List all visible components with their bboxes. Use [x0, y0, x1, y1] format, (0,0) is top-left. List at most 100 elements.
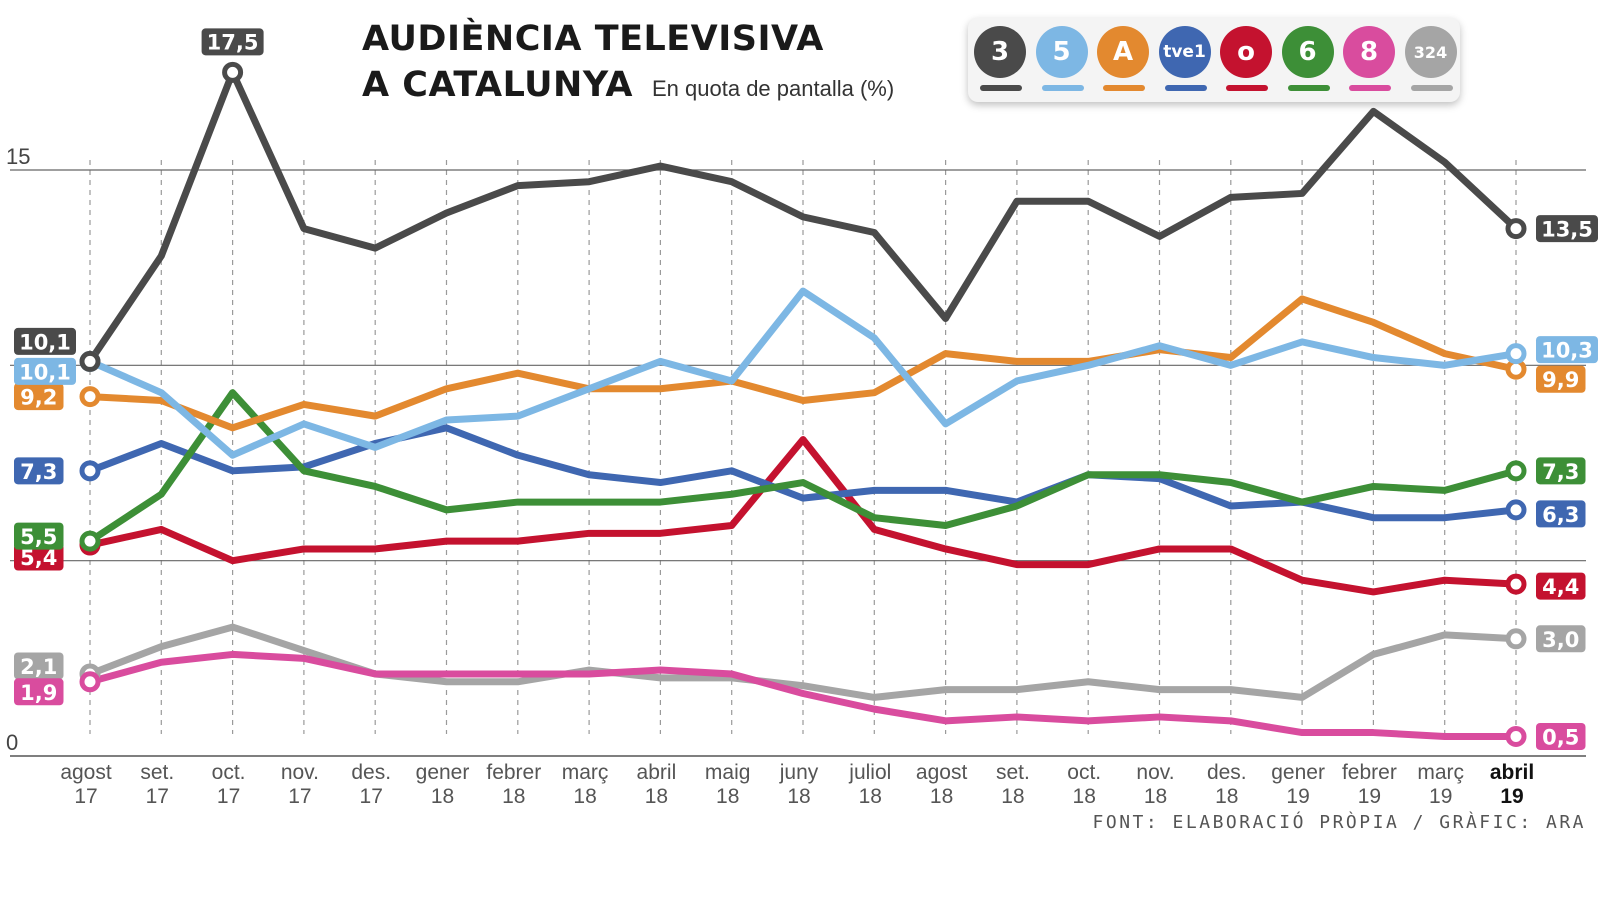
y-tick-label: 0: [6, 730, 18, 755]
x-tick-year: 18: [431, 785, 454, 808]
value-label-bg: [1536, 722, 1586, 750]
8tv-logo-icon: 8: [1343, 26, 1395, 78]
end-value-label: 13,5: [1536, 215, 1598, 243]
end-value-label: 7,3: [1536, 457, 1586, 485]
legend-color-bar: [1410, 85, 1453, 91]
x-tick-month: des.: [351, 761, 391, 784]
x-tick-month: gener: [1271, 761, 1325, 784]
endpoint-markers: [79, 218, 1527, 747]
chart-subtitle: En quota de pantalla (%): [652, 76, 895, 101]
x-tick-year: 18: [1144, 785, 1167, 808]
value-label-text: 9,9: [1542, 368, 1579, 392]
x-tick-year: 18: [930, 785, 953, 808]
value-label-bg: [14, 678, 64, 706]
legend-color-bar: [980, 85, 1022, 91]
end-value-label: 10,3: [1536, 336, 1598, 364]
x-tick-month: juliol: [848, 761, 891, 784]
endpoint-marker: [1505, 628, 1527, 650]
peak-marker: [222, 61, 244, 83]
x-tick-label: set.18: [996, 761, 1030, 808]
value-label-text: 7,3: [20, 460, 57, 484]
start-value-label: 2,1: [14, 652, 64, 680]
series-line-antena3: [86, 295, 1520, 432]
legend-item-tv3: 3: [974, 26, 1028, 96]
x-tick-month: nov.: [1136, 761, 1174, 784]
endpoint-marker: [1505, 725, 1527, 747]
tv3-logo-icon: 3: [974, 26, 1026, 78]
legend-item-324: 324: [1404, 26, 1459, 96]
endpoint-marker: [1505, 499, 1527, 521]
endpoint-marker: [1505, 460, 1527, 482]
telecinco-logo-icon: 5: [1035, 26, 1088, 78]
x-tick-month: març: [562, 761, 609, 784]
x-tick-month: oct.: [1067, 761, 1101, 784]
endpoint-marker: [79, 386, 101, 408]
series-lines: [86, 68, 1520, 740]
value-label-text: 5,4: [20, 546, 57, 570]
x-tick-label: des.18: [1207, 761, 1247, 808]
legend-item-lasexta: 6: [1281, 26, 1336, 96]
endpoint-marker: [79, 460, 101, 482]
x-tick-month: març: [1417, 761, 1464, 784]
series-line-8tv: [86, 650, 1520, 740]
value-label-bg: [14, 457, 64, 485]
legend-color-bar: [1226, 85, 1268, 91]
legend-item-8tv: 8: [1343, 26, 1397, 96]
x-tick-year: 19: [1500, 785, 1523, 808]
peak-value-label: 17,5: [201, 28, 264, 83]
x-tick-year: 18: [645, 785, 668, 808]
x-tick-month: abril: [1490, 761, 1534, 784]
x-tick-month: febrer: [486, 761, 541, 784]
x-tick-label: des.17: [351, 761, 391, 808]
x-tick-month: set.: [996, 761, 1030, 784]
x-tick-year: 18: [1073, 785, 1096, 808]
series-line-lasexta: [86, 389, 1520, 545]
324-logo-icon: 324: [1404, 26, 1457, 78]
x-tick-year: 18: [1215, 785, 1238, 808]
value-label-bg: [14, 357, 76, 385]
x-tick-label: oct.18: [1067, 761, 1101, 808]
series-line-tve1: [86, 424, 1520, 522]
value-label-bg: [201, 28, 264, 56]
x-tick-year: 19: [1429, 785, 1452, 808]
value-label-text: 0,5: [1542, 725, 1579, 749]
start-value-label: 5,4: [14, 543, 64, 571]
value-label-text: 10,1: [19, 360, 71, 384]
legend-item-tve1: tve1: [1158, 26, 1213, 96]
value-label-text: 17,5: [207, 30, 259, 54]
antena3-logo-icon: A: [1097, 26, 1149, 78]
series-line-324: [86, 623, 1520, 701]
x-tick-year: 19: [1286, 785, 1309, 808]
x-tick-month: agost: [916, 761, 968, 784]
x-tick-month: febrer: [1342, 761, 1397, 784]
end-value-label: 9,9: [1536, 365, 1586, 393]
endpoint-marker: [79, 671, 101, 693]
x-tick-label: nov.18: [1136, 761, 1174, 808]
value-label-bg: [14, 522, 64, 550]
value-label-text: 13,5: [1541, 218, 1593, 242]
start-value-label: 7,3: [14, 457, 64, 485]
endpoint-marker: [1505, 343, 1527, 365]
end-value-label: 4,4: [1536, 572, 1586, 600]
legend-color-bar: [1103, 85, 1145, 91]
x-tick-year: 17: [217, 785, 240, 808]
x-tick-year: 19: [1358, 785, 1381, 808]
start-value-label: 9,2: [14, 383, 64, 411]
x-tick-year: 18: [573, 785, 596, 808]
x-tick-year: 17: [74, 785, 97, 808]
value-label-text: 5,5: [20, 525, 57, 549]
x-tick-month: des.: [1207, 761, 1247, 784]
value-label-text: 1,9: [20, 681, 57, 705]
source-credit: FONT: ELABORACIÓ PRÒPIA / GRÀFIC: ARA: [1092, 812, 1586, 833]
x-tick-year: 18: [502, 785, 525, 808]
grid-lines: [10, 160, 1586, 757]
x-tick-label: oct.17: [212, 761, 246, 808]
x-tick-month: agost: [60, 761, 112, 784]
